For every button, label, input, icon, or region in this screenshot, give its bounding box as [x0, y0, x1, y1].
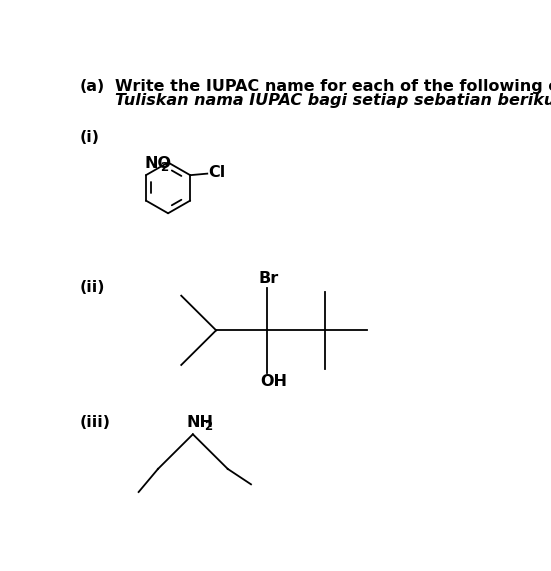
Text: OH: OH — [260, 374, 287, 389]
Text: Tuliskan nama IUPAC bagi setiap sebatian berikut.: Tuliskan nama IUPAC bagi setiap sebatian… — [115, 93, 551, 108]
Text: 2: 2 — [160, 160, 168, 174]
Text: Cl: Cl — [208, 166, 225, 180]
Text: NO: NO — [144, 155, 171, 171]
Text: Write the IUPAC name for each of the following compounds.: Write the IUPAC name for each of the fol… — [115, 79, 551, 94]
Text: NH: NH — [187, 415, 214, 429]
Text: Br: Br — [259, 271, 279, 287]
Text: (a): (a) — [80, 79, 105, 94]
Text: (iii): (iii) — [80, 415, 111, 430]
Text: (i): (i) — [80, 130, 100, 145]
Text: 2: 2 — [204, 420, 212, 433]
Text: (ii): (ii) — [80, 280, 105, 295]
